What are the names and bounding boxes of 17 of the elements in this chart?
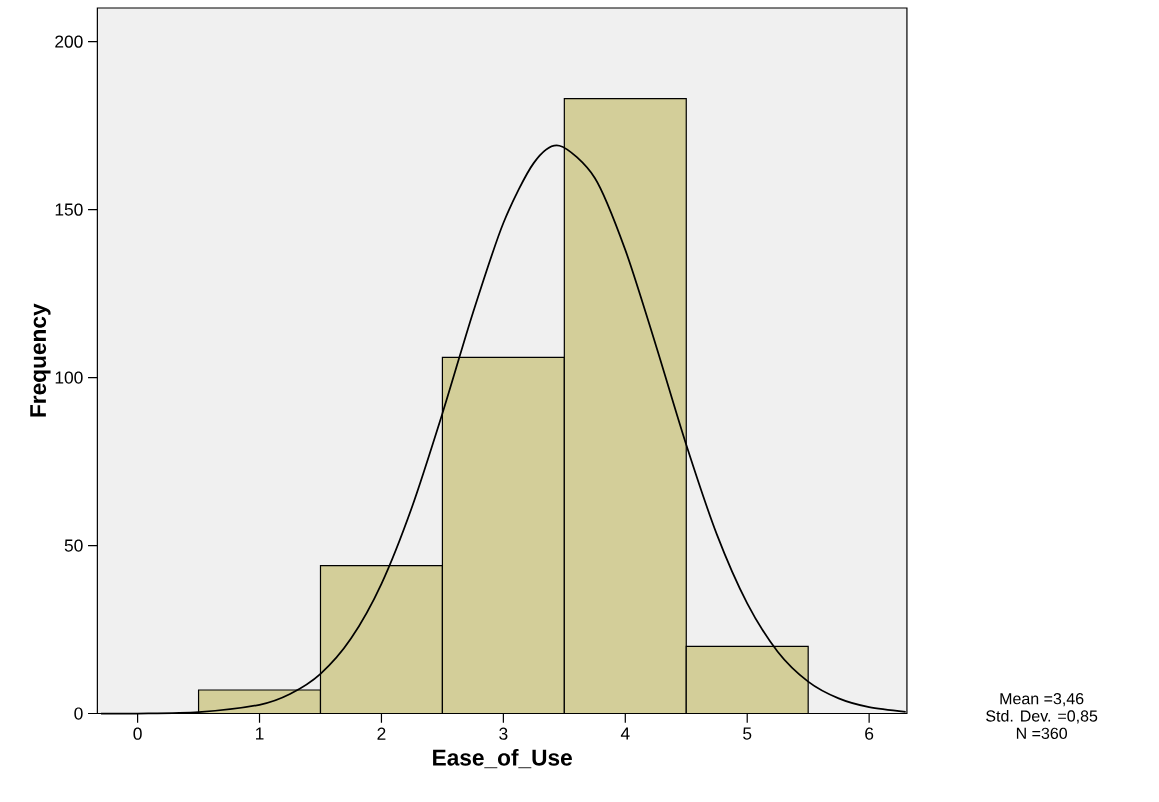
- y-axis-title: Frequency: [30, 303, 51, 417]
- y-tick-label: 200: [55, 35, 83, 48]
- x-tick-label: 0: [133, 727, 142, 741]
- y-tick-label: 150: [55, 203, 83, 216]
- x-axis-title: Ease_of_Use: [433, 749, 572, 769]
- y-tick-label: 50: [64, 539, 83, 552]
- text: Mean =3,46: [1000, 693, 1084, 707]
- x-tick-label: 1: [256, 727, 264, 740]
- x-tick-label: 5: [743, 727, 752, 740]
- text: Std. Dev. =0,85: [986, 710, 1098, 724]
- x-tick-label: 6: [865, 727, 874, 741]
- y-tick-label: 0: [74, 707, 83, 720]
- y-tick-label: 100: [55, 371, 83, 384]
- x-tick-label: 4: [620, 727, 630, 740]
- x-tick-label: 3: [499, 727, 508, 741]
- text: N =360: [1016, 727, 1068, 740]
- x-tick-label: 2: [377, 727, 386, 740]
